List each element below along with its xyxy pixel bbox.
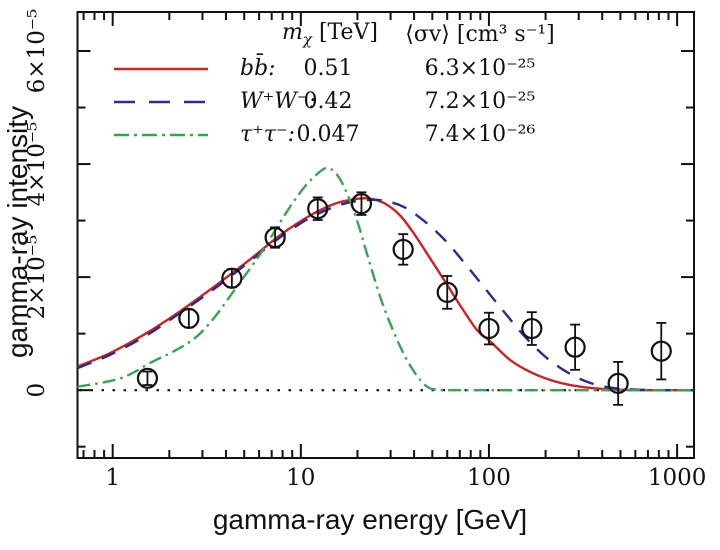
- legend-header-sigmav: ⟨σv⟩ [cm³ s⁻¹]: [405, 21, 555, 47]
- x-axis-title: gamma-ray energy [GeV]: [212, 504, 528, 535]
- legend-row-bbbar: bb̄: 0.51 6.3×10⁻²⁵: [112, 52, 586, 85]
- svg-text:100: 100: [467, 465, 511, 491]
- svg-text:6×10⁻⁵: 6×10⁻⁵: [24, 9, 50, 94]
- legend-line-solid: [114, 67, 208, 70]
- svg-text:0: 0: [24, 383, 50, 398]
- legend-channel-label: bb̄:: [240, 56, 276, 81]
- svg-text:1000: 1000: [648, 465, 707, 491]
- legend: mχ [TeV] ⟨σv⟩ [cm³ s⁻¹] bb̄: 0.51 6.3×10…: [112, 16, 586, 151]
- legend-line-dashdot: [114, 133, 208, 136]
- svg-text:1: 1: [105, 465, 120, 491]
- svg-text:2×10⁻⁵: 2×10⁻⁵: [24, 235, 50, 320]
- legend-header-row: mχ [TeV] ⟨σv⟩ [cm³ s⁻¹]: [112, 16, 586, 52]
- legend-mass-value: 0.047: [296, 122, 360, 147]
- legend-row-ww: W⁺W⁻: 0.42 7.2×10⁻²⁵: [112, 85, 586, 118]
- legend-row-tautau: τ⁺τ⁻: 0.047 7.4×10⁻²⁶: [112, 118, 586, 151]
- svg-text:4×10⁻⁵: 4×10⁻⁵: [24, 122, 50, 207]
- legend-channel-label: W⁺W⁻:: [240, 89, 316, 114]
- legend-header-mass: mχ [TeV]: [282, 19, 379, 49]
- svg-text:10: 10: [286, 465, 315, 491]
- legend-mass-value: 0.42: [303, 89, 353, 114]
- y-axis-title: gamma-ray intensity: [2, 105, 33, 359]
- legend-channel-label: τ⁺τ⁻:: [240, 122, 295, 147]
- legend-sigmav-value: 7.4×10⁻²⁶: [424, 122, 536, 147]
- legend-mass-value: 0.51: [303, 56, 353, 81]
- legend-sigmav-value: 7.2×10⁻²⁵: [424, 89, 536, 114]
- legend-line-dashed: [114, 100, 208, 103]
- legend-sigmav-value: 6.3×10⁻²⁵: [424, 56, 536, 81]
